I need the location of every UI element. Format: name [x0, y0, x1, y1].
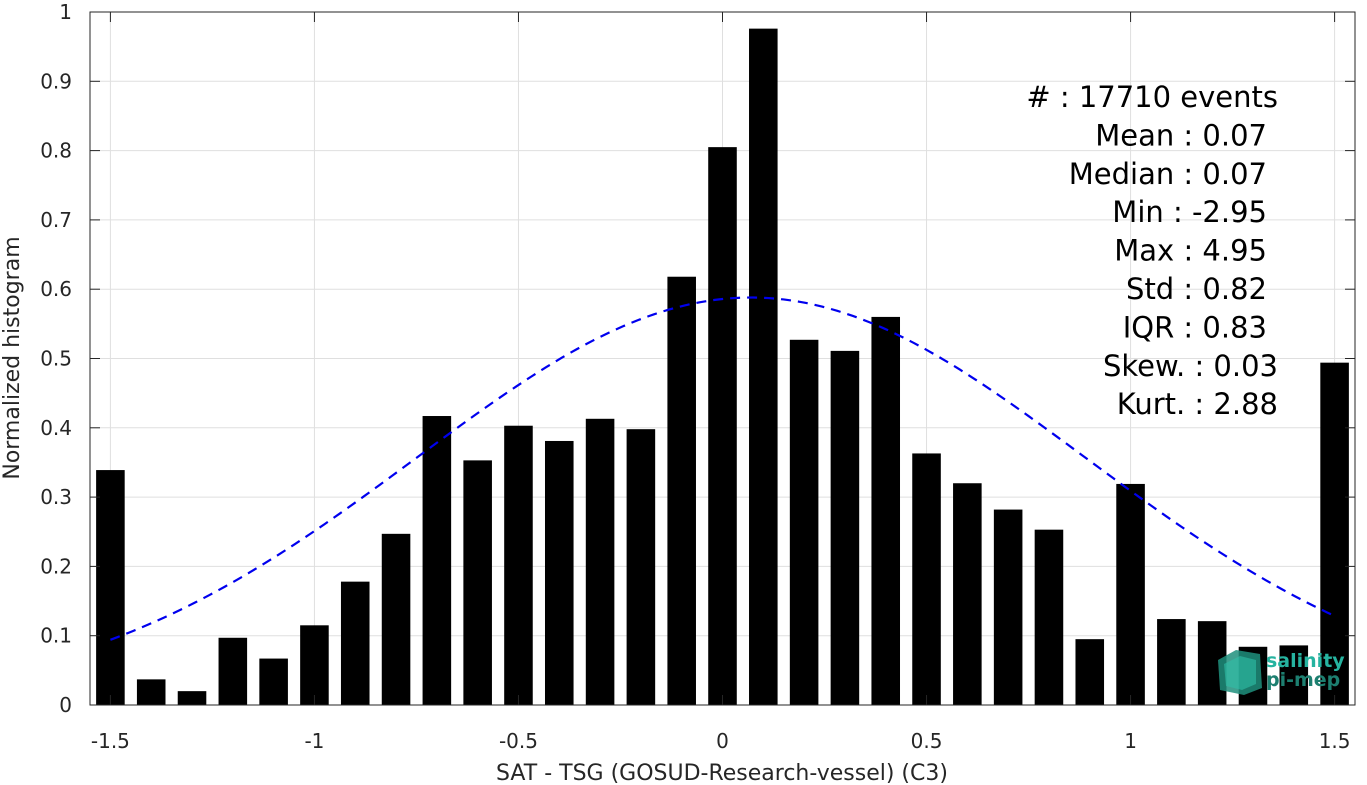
histogram-bar: [1320, 362, 1349, 705]
histogram-bar: [340, 581, 370, 705]
stat-line: Min : -2.95: [1112, 195, 1267, 229]
y-tick-label: 0.4: [40, 416, 72, 440]
histogram-bar: [749, 28, 778, 705]
histogram-bar: [504, 425, 533, 705]
y-tick-label: 0: [59, 693, 72, 717]
histogram-bar: [626, 429, 656, 705]
y-tick-label: 0.7: [40, 208, 72, 232]
histogram-bars: [96, 28, 1349, 705]
x-axis-label: SAT - TSG (GOSUD-Research-vessel) (C3): [496, 761, 948, 785]
stat-line: Std : 0.82: [1126, 272, 1267, 306]
y-tick-label: 0.3: [40, 485, 72, 509]
y-tick-label: 0.9: [40, 69, 72, 93]
stat-line: Median : 0.07: [1069, 157, 1267, 191]
histogram-bar: [708, 147, 737, 705]
histogram-bar: [953, 483, 982, 705]
histogram-bar: [912, 453, 941, 705]
logo-cube-highlight-icon: [1224, 656, 1256, 690]
histogram-bar: [830, 350, 860, 705]
histogram-bar: [381, 533, 411, 705]
x-tick-label: -1.5: [91, 729, 130, 753]
histogram-bar: [259, 658, 288, 705]
x-tick-label: 1: [1124, 729, 1137, 753]
x-tick-label: -1: [304, 729, 324, 753]
stat-line: IQR : 0.83: [1123, 310, 1267, 344]
salinity-pi-mep-logo: salinity pi-mep: [1218, 650, 1345, 695]
histogram-bar: [300, 625, 329, 705]
x-tick-label: 0.5: [911, 729, 943, 753]
y-tick-label: 0.2: [40, 554, 72, 578]
x-tick-label: 0: [716, 729, 729, 753]
statistics-annotation: # : 17710 events Mean : 0.07 Median : 0.07…: [1026, 80, 1278, 421]
y-tick-label: 0.8: [40, 139, 72, 163]
y-tick-label: 0.1: [40, 624, 72, 648]
normal-fit-curve: [110, 296, 1336, 641]
histogram-bar: [218, 637, 248, 705]
stat-line: Max : 4.95: [1114, 234, 1267, 268]
x-tick-label: -0.5: [499, 729, 538, 753]
y-axis-label: Normalized histogram: [0, 236, 25, 479]
histogram-bar: [1034, 529, 1064, 705]
histogram-bar: [136, 679, 166, 705]
histogram-bar: [1116, 483, 1145, 705]
histogram-bar: [463, 460, 492, 705]
histogram-bar: [871, 316, 901, 705]
histogram-bar: [96, 470, 125, 705]
y-tick-label: 0.6: [40, 277, 72, 301]
stat-line: Mean : 0.07: [1095, 118, 1267, 152]
logo-text-pi-mep: pi-mep: [1266, 669, 1340, 691]
y-tick-label: 0.5: [40, 347, 72, 371]
logo-text-salinity: salinity: [1266, 650, 1345, 672]
y-tick-label: 1: [59, 0, 72, 24]
histogram-bar: [1075, 639, 1105, 705]
histogram-bar: [1279, 645, 1309, 705]
stat-line: # : 17710 events: [1026, 80, 1278, 114]
axis-ticks: -1.5 -1 -0.5 0 0.5 1 1.5 0 0.1 0.2 0.3 0.4 0.5 0.6 0.7…: [40, 0, 1355, 753]
histogram-bar: [789, 339, 819, 705]
histogram-bar: [585, 418, 615, 705]
histogram-bar: [1157, 619, 1186, 705]
x-tick-label: 1.5: [1319, 729, 1351, 753]
histogram-bar: [544, 440, 574, 705]
histogram-bar: [993, 509, 1023, 705]
stat-line: Kurt. : 2.88: [1117, 387, 1278, 421]
stat-line: Skew. : 0.03: [1103, 349, 1278, 383]
histogram-bar: [177, 691, 207, 705]
histogram-bar: [422, 416, 452, 705]
histogram-bar: [667, 276, 696, 705]
